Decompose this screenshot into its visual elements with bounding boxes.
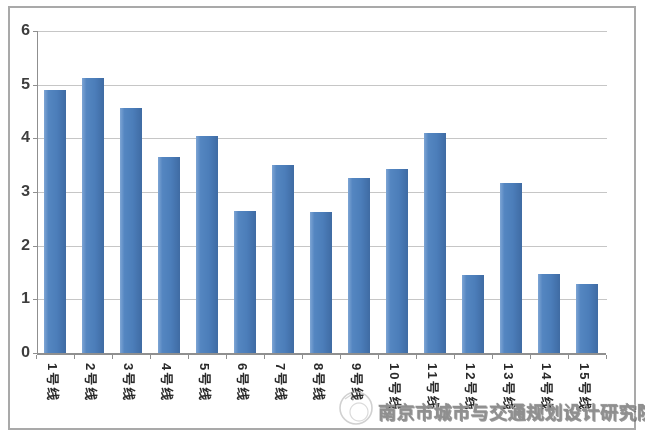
bar-13号线 bbox=[500, 183, 522, 353]
bar-7号线 bbox=[272, 165, 294, 353]
y-gridline bbox=[37, 84, 607, 86]
y-axis-tick-label: 5 bbox=[21, 75, 30, 93]
y-axis-tick-label: 1 bbox=[21, 290, 30, 308]
x-axis-tick bbox=[302, 355, 303, 359]
y-axis-tick bbox=[33, 84, 37, 86]
x-axis-label-1号线: 1号线 bbox=[45, 363, 60, 403]
y-gridline bbox=[37, 31, 607, 32]
x-axis-tick bbox=[416, 355, 417, 359]
x-axis-label-4号线: 4号线 bbox=[159, 363, 174, 403]
x-axis-tick bbox=[378, 355, 379, 359]
y-axis-tick-label: 2 bbox=[21, 236, 30, 254]
bar-11号线 bbox=[424, 132, 446, 353]
y-axis-tick bbox=[33, 245, 37, 247]
x-axis-tick bbox=[340, 355, 341, 359]
x-axis-label-3号线: 3号线 bbox=[121, 363, 136, 403]
x-axis-label-2号线: 2号线 bbox=[83, 363, 98, 403]
x-axis-tick bbox=[492, 355, 493, 359]
bar-14号线 bbox=[538, 273, 560, 353]
y-axis-tick bbox=[33, 192, 37, 193]
x-axis-tick bbox=[74, 355, 75, 359]
institute-seal-icon bbox=[337, 389, 377, 429]
bar-9号线 bbox=[348, 177, 370, 353]
x-axis-tick bbox=[36, 355, 37, 359]
bar-12号线 bbox=[462, 275, 484, 353]
x-axis-label-5号线: 5号线 bbox=[197, 363, 212, 403]
bar-1号线 bbox=[44, 90, 66, 353]
y-axis-tick bbox=[33, 353, 37, 354]
bar-10号线 bbox=[386, 168, 408, 353]
watermark-text: 南京市城市与交通规划设计研究院 bbox=[378, 403, 645, 423]
bar-3号线 bbox=[120, 107, 142, 353]
x-axis-tick bbox=[188, 355, 189, 359]
bar-2号线 bbox=[82, 77, 104, 353]
y-axis-tick-label: 6 bbox=[21, 22, 30, 39]
bar-5号线 bbox=[196, 135, 218, 353]
x-axis-tick bbox=[112, 355, 113, 359]
x-axis-label-7号线: 7号线 bbox=[273, 363, 288, 403]
y-axis-tick-label: 3 bbox=[21, 183, 30, 200]
y-axis-tick bbox=[33, 299, 37, 301]
x-axis-tick bbox=[454, 355, 455, 359]
x-axis-tick bbox=[530, 355, 531, 359]
y-axis-tick bbox=[33, 31, 37, 32]
y-gridline bbox=[37, 192, 607, 193]
y-axis-tick-label: 0 bbox=[21, 344, 30, 361]
y-axis-line bbox=[37, 31, 38, 353]
x-axis-label-6号线: 6号线 bbox=[235, 363, 250, 403]
x-axis-tick bbox=[150, 355, 151, 359]
bar-4号线 bbox=[158, 156, 180, 353]
y-axis-tick-label: 4 bbox=[21, 129, 30, 147]
x-axis-tick bbox=[264, 355, 265, 359]
x-axis-tick bbox=[606, 355, 607, 359]
x-axis-line bbox=[37, 353, 606, 355]
bar-8号线 bbox=[310, 212, 332, 353]
x-axis-label-8号线: 8号线 bbox=[311, 363, 326, 403]
x-axis-tick bbox=[226, 355, 227, 359]
y-axis-tick bbox=[33, 138, 37, 140]
bar-6号线 bbox=[234, 210, 256, 353]
y-gridline bbox=[37, 138, 607, 140]
bar-15号线 bbox=[576, 283, 598, 353]
x-axis-tick bbox=[568, 355, 569, 359]
